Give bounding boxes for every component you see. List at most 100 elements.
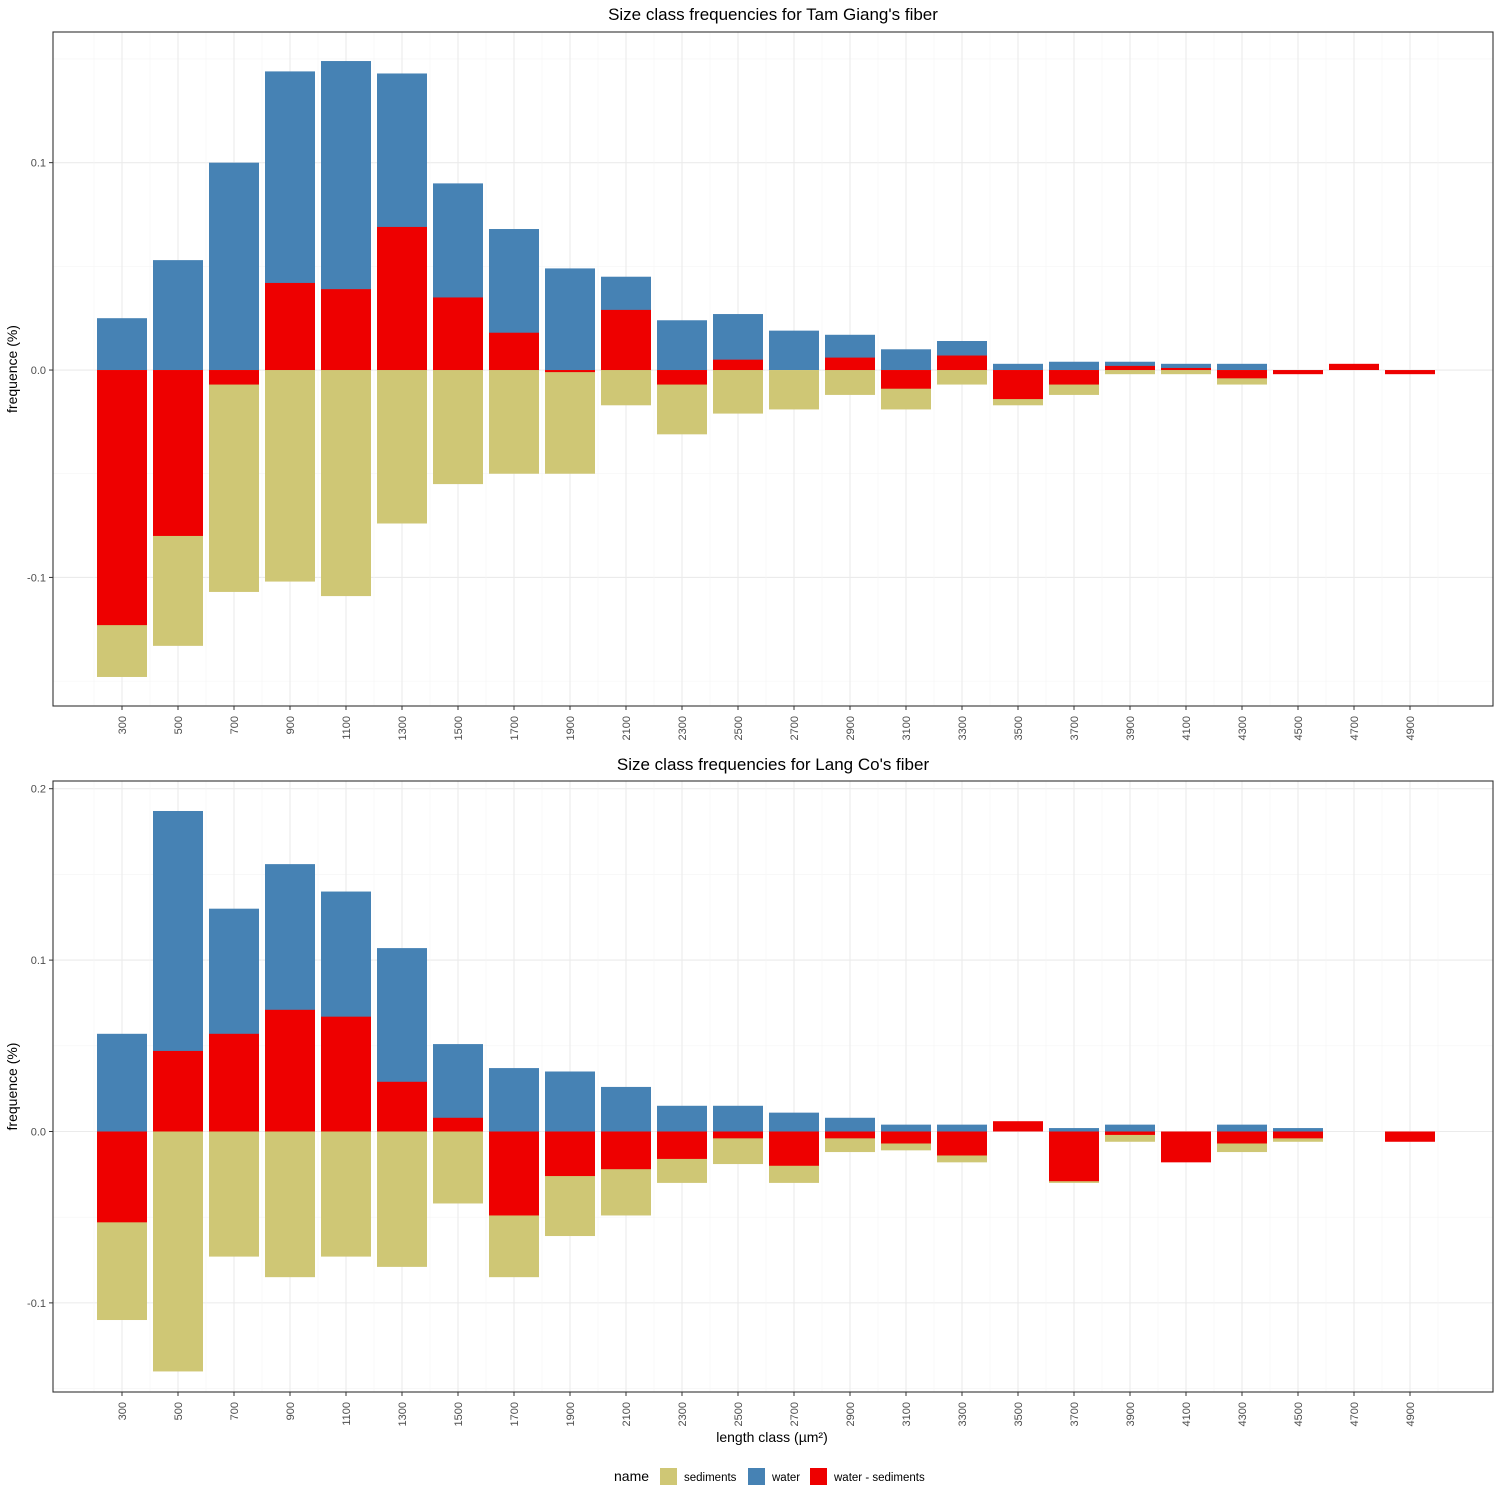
bar-water-minus-sediments-1700: [489, 1131, 539, 1216]
x-tick-label: 4500: [1293, 716, 1305, 740]
bar-water-minus-sediments-700: [209, 1033, 259, 1132]
x-tick-label: 4700: [1349, 716, 1361, 740]
bar-sediments-3900: [1105, 370, 1155, 375]
x-tick-label: 1300: [397, 1402, 409, 1426]
x-tick-label: 4100: [1181, 1402, 1193, 1426]
bar-water-minus-sediments-700: [209, 370, 259, 385]
bar-water-minus-sediments-3100: [881, 370, 931, 389]
x-tick-label: 1100: [341, 716, 353, 740]
bar-water-minus-sediments-4900: [1385, 1131, 1435, 1142]
x-tick-label: 2500: [733, 716, 745, 740]
bar-water-minus-sediments-900: [265, 282, 315, 371]
bar-sediments-1900: [545, 370, 595, 474]
bar-water-4500: [1273, 1128, 1323, 1132]
x-tick-label: 700: [229, 716, 241, 734]
bar-sediments-4100: [1161, 370, 1211, 375]
bar-water-2700: [769, 1112, 819, 1132]
bar-sediments-900: [265, 1131, 315, 1278]
y-tick-label: 0.0: [31, 365, 46, 377]
bar-water-3100: [881, 1124, 931, 1132]
bar-water-minus-sediments-2100: [601, 309, 651, 371]
bar-sediments-2700: [769, 370, 819, 410]
bar-water-minus-sediments-1500: [433, 1117, 483, 1132]
chart-title: Size class frequencies for Tam Giang's f…: [608, 5, 938, 24]
bar-sediments-2900: [825, 370, 875, 395]
bar-water-minus-sediments-3700: [1049, 370, 1099, 385]
bar-water-minus-sediments-2300: [657, 370, 707, 385]
bar-sediments-1300: [377, 370, 427, 524]
bar-water-minus-sediments-3500: [993, 370, 1043, 400]
bar-water-minus-sediments-300: [97, 1131, 147, 1223]
bar-water-minus-sediments-300: [97, 370, 147, 626]
bar-water-2300: [657, 320, 707, 371]
x-tick-label: 4100: [1181, 716, 1193, 740]
bar-water-minus-sediments-3300: [937, 355, 987, 371]
bar-water-4300: [1217, 1124, 1267, 1132]
x-tick-label: 900: [285, 716, 297, 734]
bar-water-minus-sediments-1500: [433, 297, 483, 371]
bar-water-2500: [713, 1105, 763, 1132]
x-tick-label: 2100: [621, 716, 633, 740]
chart-panel-lang-co: -0.1 0.0 0.1 0.2 300 500 700 900 1100 1300 1500 170…: [4, 755, 1494, 1426]
bar-water-1900: [545, 1071, 595, 1132]
x-tick-label: 3300: [957, 716, 969, 740]
bar-sediments-900: [265, 370, 315, 582]
x-tick-label: 1100: [341, 1402, 353, 1426]
bar-water-3100: [881, 349, 931, 371]
legend-title: name: [614, 1468, 649, 1484]
bar-sediments-1500: [433, 1131, 483, 1204]
x-tick-label: 2100: [621, 1402, 633, 1426]
x-tick-label: 1700: [509, 716, 521, 740]
x-tick-label: 1900: [565, 716, 577, 740]
x-tick-label: 2900: [845, 1402, 857, 1426]
bars: [97, 810, 1435, 1372]
bar-water-300: [97, 1033, 147, 1132]
bar-water-minus-sediments-1300: [377, 1081, 427, 1132]
bar-sediments-2500: [713, 370, 763, 414]
bar-water-2100: [601, 1086, 651, 1132]
bar-sediments-3300: [937, 370, 987, 385]
x-tick-label: 4300: [1237, 716, 1249, 740]
x-tick-label: 1700: [509, 1402, 521, 1426]
legend-items: sediments water water - sediments: [660, 1468, 925, 1485]
x-tick-label: 3700: [1069, 1402, 1081, 1426]
y-tick-label: 0.2: [31, 784, 46, 796]
bar-water-minus-sediments-4500: [1273, 1131, 1323, 1139]
x-tick-label: 1500: [453, 1402, 465, 1426]
bar-water-minus-sediments-2900: [825, 1131, 875, 1139]
bar-water-minus-sediments-4100: [1161, 367, 1211, 371]
legend-label-water: water: [771, 1472, 800, 1484]
bar-sediments-700: [209, 1131, 259, 1257]
legend-key-sediments: [660, 1468, 677, 1485]
bar-water-300: [97, 318, 147, 371]
chart-title: Size class frequencies for Lang Co's fib…: [617, 755, 930, 774]
x-tick-label: 3500: [1013, 1402, 1025, 1426]
x-tick-label: 3300: [957, 1402, 969, 1426]
bar-water-1900: [545, 268, 595, 371]
x-tick-label: 500: [173, 1402, 185, 1420]
x-tick-label: 3500: [1013, 716, 1025, 740]
bar-water-2300: [657, 1105, 707, 1132]
bar-water-minus-sediments-1900: [545, 370, 595, 373]
bar-water-minus-sediments-1900: [545, 1131, 595, 1177]
bar-water-500: [153, 260, 203, 371]
x-tick-label: 4300: [1237, 1402, 1249, 1426]
bar-water-2900: [825, 1117, 875, 1132]
panel-border: [52, 31, 1494, 707]
y-axis-title: frequence (%): [4, 325, 20, 413]
bar-water-3700: [1049, 361, 1099, 371]
bar-sediments-1100: [321, 370, 371, 597]
bar-water-minus-sediments-3100: [881, 1131, 931, 1144]
bar-sediments-1700: [489, 370, 539, 474]
bar-water-minus-sediments-4900: [1385, 370, 1435, 375]
bar-sediments-500: [153, 1131, 203, 1372]
x-tick-label: 1900: [565, 1402, 577, 1426]
x-tick-label: 3700: [1069, 716, 1081, 740]
bar-water-3700: [1049, 1128, 1099, 1132]
x-tick-label: 500: [173, 716, 185, 734]
bar-water-1700: [489, 1068, 539, 1132]
bar-water-minus-sediments-1700: [489, 332, 539, 371]
bar-sediments-3900: [1105, 1131, 1155, 1142]
bar-water-minus-sediments-2900: [825, 357, 875, 371]
x-tick-label: 2300: [677, 1402, 689, 1426]
